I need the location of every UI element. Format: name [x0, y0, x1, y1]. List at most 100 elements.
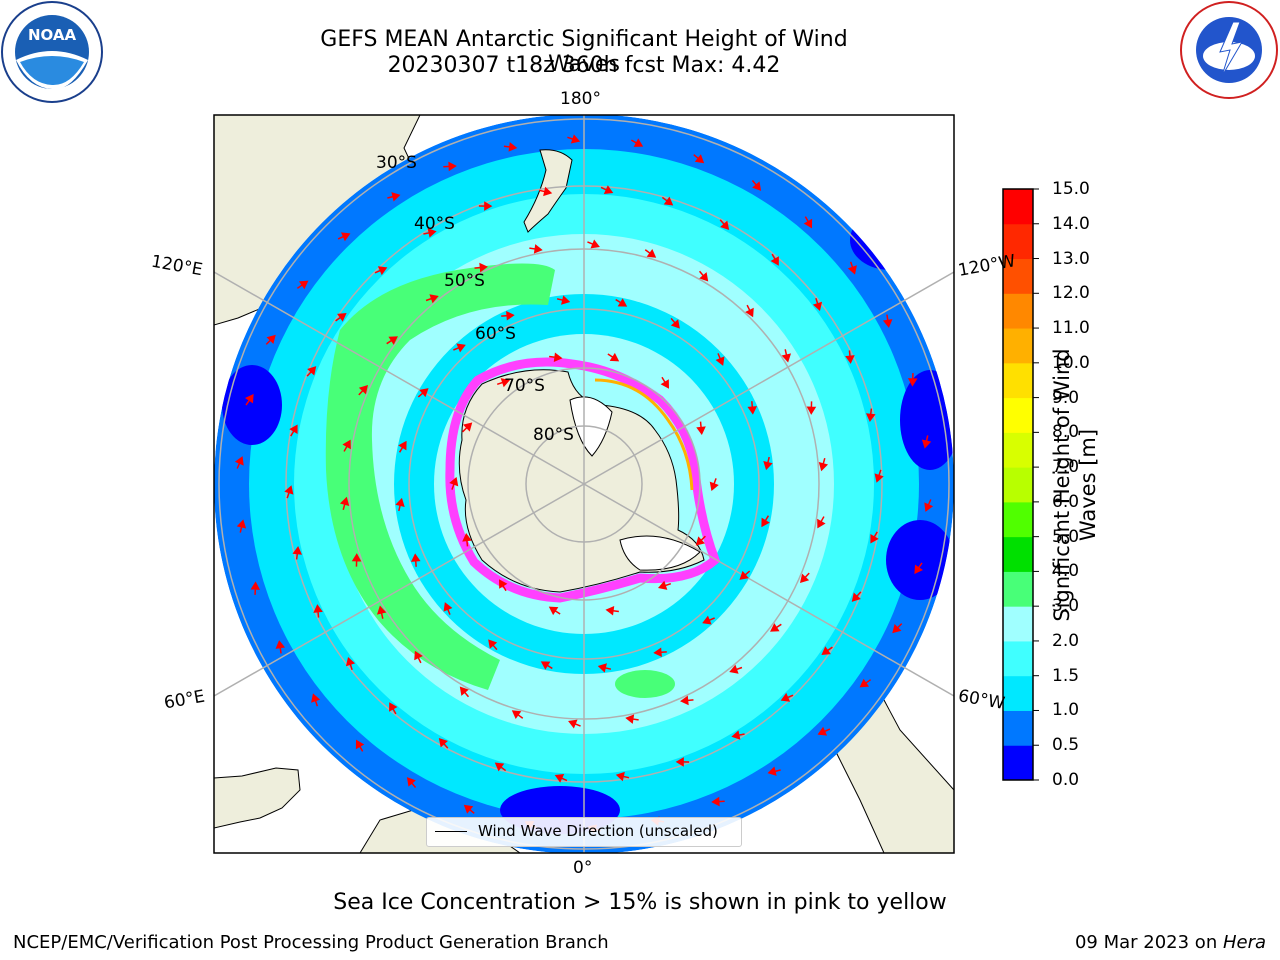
colorbar-tick-label: 2.0: [1052, 630, 1080, 651]
wave-arrow: [675, 757, 690, 767]
colorbar-swatch: [1003, 189, 1033, 225]
footer-date: 09 Mar 2023 on Hera: [1075, 932, 1266, 953]
land-africa: [214, 767, 301, 829]
colorbar-tick-label: 9.0: [1052, 387, 1080, 408]
wave-arrow: [680, 695, 694, 706]
wave-arrow: [443, 602, 453, 615]
wave-arrow: [462, 532, 472, 547]
wave-arrow: [702, 615, 715, 625]
wave-arrow: [866, 408, 876, 422]
wave-arrow: [739, 570, 751, 580]
sea-ice-caption: Sea Ice Concentration > 15% is shown in …: [333, 890, 947, 915]
colorbar-tick-label: 4.0: [1052, 561, 1080, 582]
lon-label-180: 180°: [560, 89, 601, 109]
wave-arrow: [693, 154, 705, 164]
wave-arrow: [417, 388, 429, 398]
wave-arrow: [770, 253, 779, 266]
graticule: [214, 115, 954, 853]
wave-arrow: [462, 422, 473, 433]
wave-arrow: [698, 270, 709, 282]
wave-arrow: [821, 646, 833, 655]
wave-arrow: [907, 373, 918, 387]
wave-arrow: [376, 605, 387, 619]
wave-arrow: [731, 730, 745, 740]
wave-arrow: [806, 401, 817, 415]
wave-arrow: [660, 376, 670, 389]
colorbar-swatch: [1003, 501, 1033, 538]
wave-arrow: [661, 196, 674, 206]
colorbar-title-line1: Significant Height of Wind: [1050, 348, 1074, 622]
wave-arrow: [540, 661, 553, 670]
wave-arrow: [568, 719, 581, 729]
lat-label-30s: 30°S: [376, 153, 417, 173]
wave-arrow: [529, 244, 543, 254]
wave-arrow: [600, 185, 614, 194]
wave-arrow: [892, 623, 903, 634]
colorbar-swatch: [1003, 536, 1033, 572]
wave-arrow: [657, 580, 672, 590]
colorbar-tick-label: 8.0: [1052, 422, 1080, 443]
wave-arrow: [818, 458, 829, 472]
colorbar-tick-label: 3.0: [1052, 596, 1080, 617]
weddell-ice-shelf: [619, 535, 701, 571]
colorbar-swatch: [1003, 467, 1033, 503]
wave-arrow: [296, 280, 309, 290]
wave-arrow: [770, 623, 782, 632]
colorbar-tick-label: 5.0: [1052, 526, 1080, 547]
wave-arrow: [423, 228, 437, 238]
lat-label-50s: 50°S: [444, 271, 485, 291]
sea-ice-rim: [445, 357, 721, 603]
wave-arrow: [696, 421, 706, 436]
colorbar-swatch: [1003, 432, 1033, 468]
wave-arrow: [311, 693, 321, 707]
wave-arrow: [234, 456, 244, 469]
wave-arrow: [306, 366, 317, 377]
wave-arrow: [761, 515, 770, 528]
wave-arrow: [556, 295, 571, 305]
wave-arrow: [921, 435, 932, 449]
colorbar-tick-label: 12.0: [1052, 283, 1090, 304]
wave-arrow: [345, 656, 356, 671]
wave-arrow: [715, 353, 725, 366]
wave-arrow: [817, 726, 831, 736]
wave-arrow: [488, 639, 498, 651]
colorbar-swatch: [1003, 640, 1033, 677]
wave-arrow: [459, 686, 470, 698]
wave-arrow: [498, 579, 508, 592]
wave-direction-arrows: [234, 134, 934, 834]
wave-arrow: [387, 192, 401, 202]
lat-label-80s: 80°S: [533, 425, 574, 445]
wave-arrow: [425, 294, 439, 304]
legend-label: Wind Wave Direction (unscaled): [478, 822, 718, 840]
wave-arrow: [355, 739, 365, 752]
wave-arrow: [605, 606, 619, 616]
lat-label-60s: 60°S: [475, 324, 516, 344]
wave-arrow: [587, 239, 600, 249]
wave-arrow: [342, 439, 351, 452]
wave-arrow: [453, 343, 466, 353]
wave-arrow: [780, 692, 794, 702]
wave-arrow: [374, 266, 388, 276]
wave-arrow: [414, 650, 423, 664]
wave-arrow: [767, 766, 781, 776]
colorbar-swatch: [1003, 258, 1033, 294]
wave-arrow: [747, 401, 758, 415]
colorbar-title: Significant Height of Wind Waves [m]: [1049, 335, 1101, 635]
map-legend: Wind Wave Direction (unscaled): [426, 817, 742, 847]
footer-date-text: 09 Mar 2023 on: [1074, 932, 1223, 953]
wave-arrow: [597, 663, 612, 673]
lat-label-40s: 40°S: [414, 214, 455, 234]
wave-arrow: [625, 714, 639, 724]
wave-arrow: [503, 142, 518, 152]
wave-arrow: [745, 304, 754, 318]
wave-arrow: [501, 310, 515, 321]
wave-arrow: [292, 546, 302, 560]
legend-line-sample: [435, 831, 467, 832]
colorbar-swatch: [1003, 397, 1033, 433]
wave-arrow: [496, 378, 511, 388]
wave-arrow: [289, 424, 298, 437]
wave-arrow: [339, 496, 350, 510]
wave-arrow: [615, 771, 630, 782]
wave-arrow: [335, 313, 347, 322]
wave-arrow: [443, 161, 457, 172]
